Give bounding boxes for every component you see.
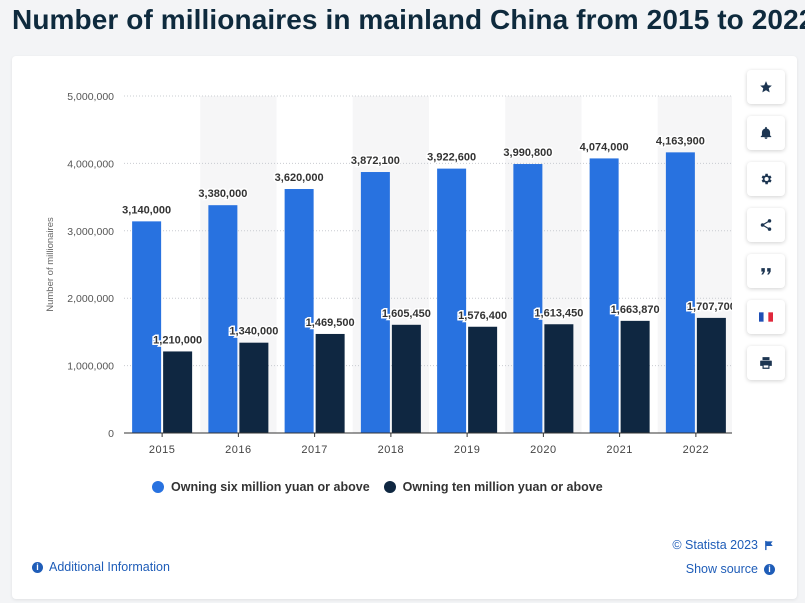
bar <box>360 172 390 434</box>
y-tick-label: 1,000,000 <box>67 361 114 373</box>
settings-button[interactable] <box>747 162 785 196</box>
data-label: 3,922,600 <box>427 152 476 164</box>
y-tick-label: 5,000,000 <box>67 91 114 103</box>
show-source-label: Show source <box>685 562 758 576</box>
bar <box>468 326 498 433</box>
info-icon: i <box>764 563 775 575</box>
additional-information-link[interactable]: i Additional Information <box>32 560 170 574</box>
y-axis-label: Number of millionaires <box>45 217 56 312</box>
x-tick-label: 2018 <box>378 444 404 456</box>
data-label: 4,074,000 <box>580 141 629 153</box>
bar <box>665 152 695 433</box>
data-label: 3,140,000 <box>122 204 171 216</box>
bar <box>696 317 726 433</box>
bar <box>513 164 543 433</box>
flag-icon <box>765 540 773 550</box>
bar <box>437 168 467 433</box>
cite-button[interactable] <box>747 254 785 288</box>
bar <box>132 221 162 433</box>
legend-item-ten-million[interactable]: Owning ten million yuan or above <box>383 480 603 494</box>
data-label: 3,620,000 <box>275 172 324 184</box>
data-label: 1,210,000 <box>153 334 202 346</box>
y-tick-label: 4,000,000 <box>67 158 114 170</box>
bar <box>589 158 619 433</box>
legend-label: Owning six million yuan or above <box>171 480 370 494</box>
chart-legend: Owning six million yuan or above Owning … <box>152 480 617 494</box>
data-label: 3,872,100 <box>351 155 400 167</box>
data-label: 1,576,400 <box>458 310 507 322</box>
copyright-text: © Statista 2023 <box>672 538 758 552</box>
data-label: 1,340,000 <box>229 326 278 338</box>
data-label: 1,663,870 <box>611 304 660 316</box>
language-button[interactable] <box>747 300 785 334</box>
bar <box>239 342 269 433</box>
data-label: 1,613,450 <box>534 307 583 319</box>
x-tick-label: 2015 <box>149 444 175 456</box>
y-tick-label: 2,000,000 <box>67 293 114 305</box>
notification-button[interactable] <box>747 116 785 150</box>
bar <box>391 324 421 433</box>
x-tick-label: 2016 <box>225 444 251 456</box>
x-tick-label: 2019 <box>454 444 480 456</box>
gear-icon <box>761 173 772 185</box>
data-label: 3,380,000 <box>198 188 247 200</box>
bar <box>208 205 238 433</box>
data-label: 4,163,900 <box>656 135 705 147</box>
share-icon <box>760 219 772 231</box>
bar <box>544 324 574 433</box>
bar-chart: 0 1,000,000 2,000,000 3,000,000 4,000,000 5,0… <box>45 91 732 456</box>
info-icon: i <box>32 561 43 573</box>
page-title: Number of millionaires in mainland China… <box>12 4 805 35</box>
legend-label: Owning ten million yuan or above <box>402 480 603 494</box>
copyright-link[interactable]: © Statista 2023 <box>672 538 775 552</box>
additional-information-label: Additional Information <box>49 560 170 574</box>
quote-icon <box>761 268 771 275</box>
legend-item-six-million[interactable]: Owning six million yuan or above <box>152 480 370 494</box>
legend-swatch <box>152 481 164 493</box>
bell-icon <box>760 126 772 139</box>
show-source-link[interactable]: Show source i <box>686 562 775 576</box>
legend-swatch <box>383 481 396 493</box>
favorite-button[interactable] <box>747 70 785 104</box>
print-button[interactable] <box>747 346 785 380</box>
data-label: 1,469,500 <box>306 317 355 329</box>
printer-icon <box>760 357 772 369</box>
bar <box>163 351 193 433</box>
bar <box>284 189 314 433</box>
star-icon <box>760 81 772 93</box>
x-tick-label: 2020 <box>530 444 556 456</box>
chart-card: 0 1,000,000 2,000,000 3,000,000 4,000,000 5,0… <box>12 56 797 599</box>
data-label: 3,990,800 <box>503 147 552 159</box>
data-label: 1,605,450 <box>382 308 431 320</box>
share-button[interactable] <box>747 208 785 242</box>
x-tick-label: 2021 <box>606 444 632 456</box>
x-tick-label: 2017 <box>301 444 327 456</box>
data-label: 1,707,700 <box>687 301 732 313</box>
bar <box>315 333 345 433</box>
french-flag-icon <box>759 312 773 322</box>
x-tick-label: 2022 <box>683 444 709 456</box>
y-tick-label: 0 <box>108 428 114 440</box>
bar <box>620 320 650 433</box>
y-tick-label: 3,000,000 <box>67 226 114 238</box>
